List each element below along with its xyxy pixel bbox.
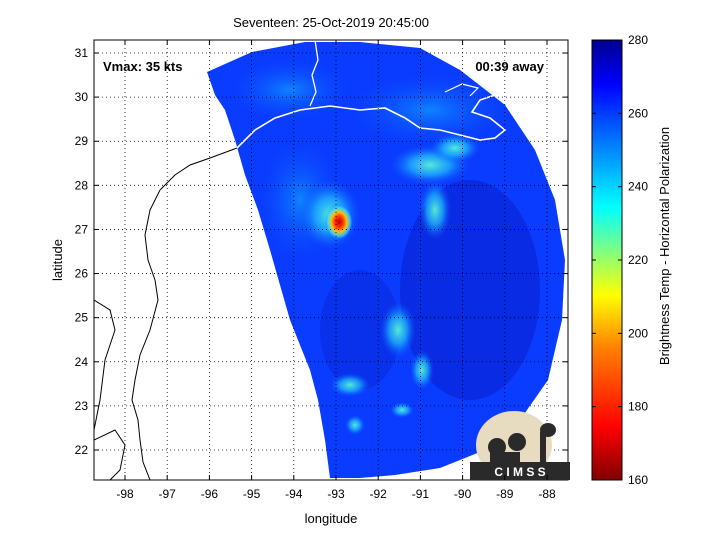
y-tick-label: 22 [75,443,89,457]
x-tick-label: -90 [454,487,472,501]
x-tick-label: -95 [243,487,261,501]
cimss-logo: C I M S S [470,411,570,480]
colorbar-tick-label: 180 [628,400,648,414]
time-away-label: 00:39 away [475,59,544,74]
y-axis-label: latitude [50,239,65,281]
lake-outline [444,83,480,97]
warm-core [325,204,353,240]
colorbar-tick-label: 220 [628,253,648,267]
y-tick-label: 29 [75,134,89,148]
coastline-west [131,147,238,480]
colorbar-label: Brightness Temp - Horizontal Polarizatio… [657,127,672,365]
colorbar-tick-label: 240 [628,180,648,194]
y-axis-ticks: 22 23 24 25 26 27 28 29 30 31 [75,46,568,457]
mexico-border-line [94,299,116,431]
x-tick-label: -97 [159,487,177,501]
x-tick-label: -88 [538,487,556,501]
colorbar: 280 260 240 220 200 180 160 Brightness Temp - … [591,33,672,487]
colorbar-tick-label: 260 [628,106,648,120]
colorbar-gradient [591,39,623,481]
x-axis-ticks: -98 -97 -96 -95 -94 -93 -92 -91 -90 -89 -88 [116,40,556,501]
map-title: Seventeen: 25-Oct-2019 20:45:00 [233,15,429,30]
state-border-line [309,40,319,107]
vmax-label: Vmax: 35 kts [103,59,183,74]
y-tick-label: 25 [75,311,89,325]
x-tick-label: -93 [327,487,345,501]
logo-text: C I M S S [494,465,545,479]
y-tick-label: 30 [75,90,89,104]
x-tick-label: -89 [496,487,514,501]
coastline-southwest [94,429,126,480]
colorbar-tick-label: 200 [628,326,648,340]
y-tick-label: 28 [75,178,89,192]
x-axis-label: longitude [305,511,358,526]
x-tick-label: -91 [412,487,430,501]
y-tick-label: 27 [75,222,89,236]
y-tick-label: 24 [75,355,89,369]
grid-lines [94,40,568,480]
y-tick-label: 31 [75,46,89,60]
colorbar-tick-label: 280 [628,33,648,47]
y-tick-label: 26 [75,267,89,281]
colorbar-tick-label: 160 [628,473,648,487]
x-tick-label: -98 [116,487,134,501]
y-tick-label: 23 [75,399,89,413]
x-tick-label: -92 [370,487,388,501]
coastline-north [236,81,561,149]
plot-area: Vmax: 35 kts 00:39 away C I M S S [93,39,570,481]
colorbar-ticks: 280 260 240 220 200 180 160 [592,33,648,487]
x-tick-label: -96 [201,487,219,501]
x-tick-label: -94 [285,487,303,501]
